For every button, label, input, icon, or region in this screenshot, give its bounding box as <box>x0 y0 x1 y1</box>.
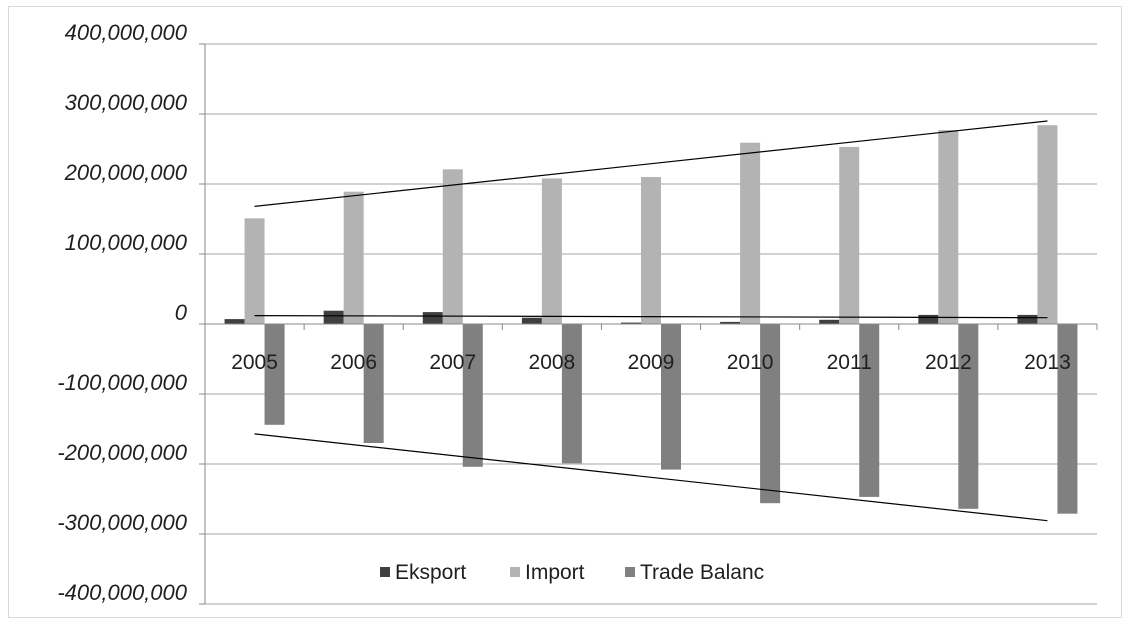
bar-eksport-2013 <box>1017 314 1038 324</box>
y-tick-label: 400,000,000 <box>65 20 188 45</box>
trendline-import <box>254 120 1048 207</box>
bars <box>224 125 1078 514</box>
x-tick-label: 2012 <box>925 351 972 374</box>
x-tick-label: 2009 <box>628 351 675 374</box>
bar-trade-balanc-2009 <box>661 324 681 470</box>
y-tick-label: -300,000,000 <box>57 510 187 535</box>
x-tick-label: 2008 <box>529 351 576 374</box>
x-tick-label: 2010 <box>727 351 774 374</box>
bar-import-2010 <box>740 142 761 324</box>
bar-eksport-2005 <box>224 319 245 324</box>
grid-lines <box>205 43 1097 605</box>
y-tick-label: 300,000,000 <box>65 90 188 115</box>
bar-trade-balanc-2007 <box>462 324 483 467</box>
bar-eksport-2006 <box>323 310 344 324</box>
bar-trade-balanc-2006 <box>363 324 384 443</box>
bar-import-2007 <box>442 169 463 324</box>
bar-trade-balanc-2010 <box>760 324 781 504</box>
legend-label: Import <box>525 561 585 584</box>
bar-import-2011 <box>839 146 860 324</box>
legend-label: Trade Balanc <box>640 561 764 584</box>
chart-frame <box>8 6 1122 618</box>
x-tick-labels: 2005 2006 2007 2008 2009 2010 2011 2012 2013 <box>231 351 1071 374</box>
bar-eksport-2012 <box>918 314 939 324</box>
legend: Eksport Import Trade Balanc <box>380 561 764 584</box>
y-tick-label: -200,000,000 <box>57 440 187 465</box>
x-tick-label: 2011 <box>827 351 872 374</box>
y-tick-labels: 400,000,000 300,000,000 200,000,000 100,000… <box>57 20 187 605</box>
bar-eksport-2011 <box>819 319 840 324</box>
bar-import-2006 <box>343 191 364 324</box>
legend-label: Eksport <box>395 561 466 584</box>
bar-eksport-2010 <box>720 321 741 324</box>
bar-eksport-2009 <box>621 322 641 324</box>
trendlines <box>254 120 1048 522</box>
x-tick-label: 2006 <box>330 351 377 374</box>
bar-import-2008 <box>541 178 562 324</box>
x-tick-label: 2007 <box>429 351 476 374</box>
bar-eksport-2008 <box>521 317 542 324</box>
legend-swatch <box>380 567 390 577</box>
trendline-trade-balanc <box>254 433 1048 522</box>
y-tick-label: 100,000,000 <box>65 230 188 255</box>
trendline-eksport <box>254 315 1048 319</box>
bar-trade-balanc-2008 <box>561 324 582 464</box>
bar-trade-balanc-2005 <box>264 324 285 425</box>
y-tick-label: -400,000,000 <box>57 580 187 605</box>
legend-swatch <box>625 567 635 577</box>
axes <box>199 43 1098 605</box>
y-tick-label: 200,000,000 <box>64 160 188 185</box>
y-tick-label: 0 <box>175 300 188 325</box>
bar-import-2013 <box>1037 125 1058 324</box>
bar-import-2005 <box>244 218 265 324</box>
bar-import-2009 <box>641 177 661 324</box>
bar-trade-balanc-2013 <box>1057 324 1078 514</box>
x-tick-label: 2013 <box>1024 351 1071 374</box>
bar-eksport-2007 <box>422 312 443 324</box>
bar-trade-balanc-2012 <box>958 324 979 509</box>
x-tick-label: 2005 <box>231 351 278 374</box>
bar-trade-balanc-2011 <box>859 324 880 497</box>
legend-swatch <box>510 567 520 577</box>
bar-import-2012 <box>938 130 959 324</box>
y-tick-label: -100,000,000 <box>57 370 187 395</box>
